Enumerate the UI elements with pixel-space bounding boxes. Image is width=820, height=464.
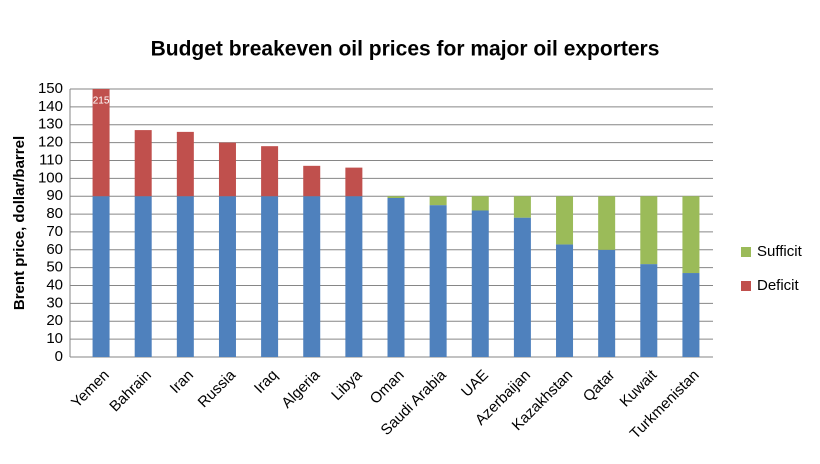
y-tick-label: 70 — [46, 223, 63, 240]
x-tick-label: Qatar — [580, 367, 619, 406]
bar-segment — [303, 196, 321, 357]
bar-segment — [556, 196, 574, 245]
bar-segment — [303, 165, 321, 197]
legend-swatch — [741, 281, 751, 291]
y-tick-label: 40 — [46, 277, 63, 294]
bar-segment — [682, 273, 700, 357]
bar-segment — [640, 264, 658, 357]
bar-segment — [640, 196, 658, 265]
y-tick-label: 30 — [46, 294, 63, 311]
bar-segment — [429, 196, 447, 206]
y-tick-label: 80 — [46, 205, 63, 222]
x-tick-label: UAE — [458, 367, 492, 401]
bar-segment — [261, 146, 279, 197]
x-tick-label: Iran — [167, 367, 197, 397]
x-tick-label: Algeria — [278, 366, 324, 412]
legend-swatch — [741, 247, 751, 257]
y-tick-label: 130 — [38, 116, 63, 133]
bar-segment — [218, 142, 236, 197]
bar-segment — [261, 196, 279, 357]
y-tick-label: 50 — [46, 259, 63, 276]
bar-segment — [218, 196, 236, 357]
bar-segment — [598, 196, 616, 250]
bar-segment — [345, 167, 363, 197]
bar-segment — [345, 196, 363, 357]
y-tick-label: 140 — [38, 98, 63, 115]
bar-segment — [598, 249, 616, 357]
bar-segment — [387, 197, 405, 357]
bar-segment — [92, 196, 110, 357]
bar-segment — [176, 196, 194, 357]
bar-segment — [134, 196, 152, 357]
bars — [92, 89, 700, 357]
y-tick-label: 100 — [38, 169, 63, 186]
y-axis-label: Brent price, dollar/barrel — [11, 136, 28, 310]
x-tick-label: Libya — [328, 366, 366, 404]
legend-label: Deficit — [757, 277, 800, 294]
bar-segment — [134, 130, 152, 197]
bar-segment — [556, 244, 574, 357]
y-tick-label: 90 — [46, 187, 63, 204]
bar-segment — [429, 205, 447, 357]
y-tick-label: 110 — [39, 151, 63, 168]
legend-label: Sufficit — [757, 243, 803, 260]
x-tick-label: Oman — [367, 367, 408, 408]
y-tick-label: 60 — [46, 241, 63, 258]
bar-segment — [513, 217, 531, 357]
bar-segment — [387, 196, 405, 198]
y-tick-label: 10 — [46, 330, 63, 347]
x-tick-label: Russia — [195, 366, 240, 411]
y-tick-label: 120 — [38, 134, 63, 151]
bar-segment — [471, 210, 489, 357]
bar-segment — [513, 196, 531, 218]
bar-segment — [682, 196, 700, 274]
bar-segment — [471, 196, 489, 211]
x-tick-label: Iraq — [251, 367, 281, 397]
x-tick-label: Yemen — [68, 367, 113, 412]
y-tick-label: 150 — [38, 80, 63, 97]
chart-title: Budget breakeven oil prices for major oi… — [151, 38, 660, 61]
x-tick-label: Bahrain — [106, 367, 155, 416]
bar-segment — [176, 131, 194, 197]
annotation: 215 — [93, 96, 110, 107]
bar-segment — [92, 89, 110, 197]
y-tick-label: 0 — [55, 348, 63, 365]
y-tick-label: 20 — [46, 312, 63, 329]
